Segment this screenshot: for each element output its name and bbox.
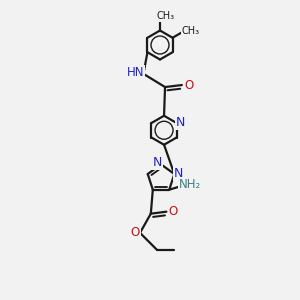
Text: O: O [130,226,140,239]
Text: HN: HN [127,66,144,79]
Text: CH₃: CH₃ [157,11,175,21]
Text: O: O [184,79,194,92]
Text: NH₂: NH₂ [179,178,201,191]
Text: N: N [152,156,162,169]
Text: O: O [169,205,178,218]
Text: N: N [174,167,183,179]
Text: N: N [176,116,185,128]
Text: CH₃: CH₃ [182,26,200,35]
